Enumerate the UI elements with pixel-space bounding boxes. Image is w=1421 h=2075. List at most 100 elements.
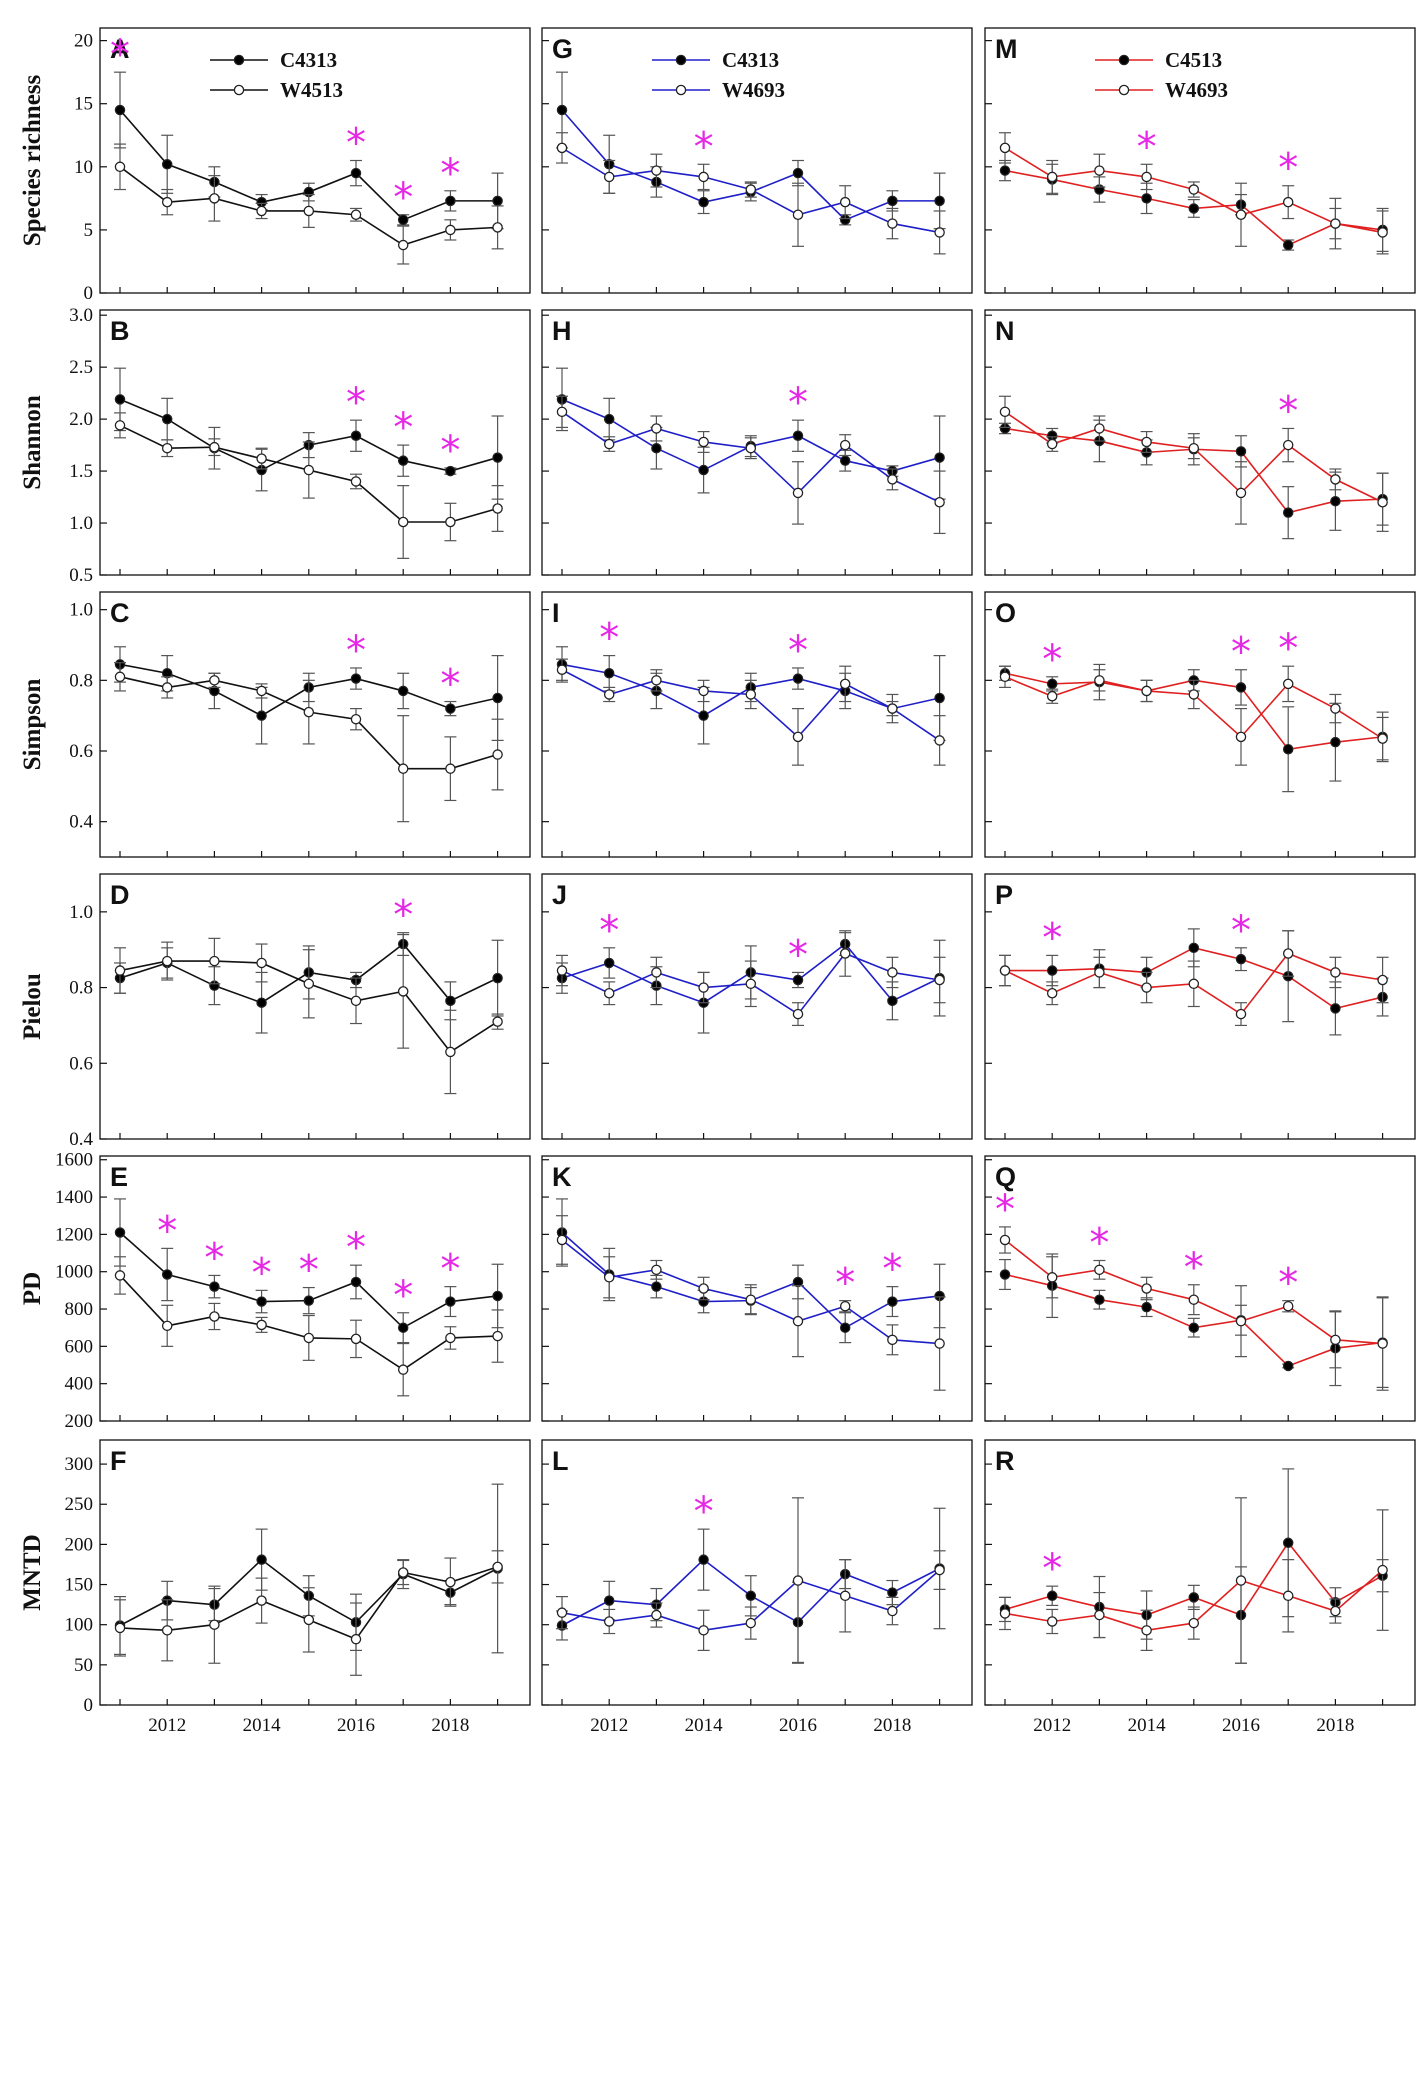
panel-frame	[99, 27, 531, 294]
data-point	[1235, 1315, 1247, 1327]
data-point	[161, 682, 173, 693]
data-point	[745, 978, 757, 990]
data-point	[651, 967, 662, 978]
data-point	[1330, 474, 1341, 485]
data-point	[651, 675, 662, 686]
data-point	[1377, 733, 1388, 744]
data-point	[350, 476, 362, 487]
legend-entry: W4693	[722, 78, 785, 102]
data-point	[1188, 942, 1200, 954]
panel-R: 2012 2014 2016 2018 R *	[984, 1439, 1416, 1736]
x-tick-label: 2018	[1316, 1715, 1354, 1736]
panel-label: G	[552, 34, 573, 64]
panel-frame	[984, 309, 1416, 576]
y-tick-label: 0.4	[69, 1129, 93, 1150]
data-point	[1141, 685, 1152, 697]
y-tick-label: 0.8	[69, 978, 93, 999]
data-point	[698, 196, 709, 208]
significance-star: *	[393, 893, 413, 939]
data-point	[603, 438, 615, 450]
x-tick-label: 2016	[337, 1715, 375, 1736]
data-point	[603, 1616, 615, 1627]
data-point	[839, 455, 851, 466]
significance-star: *	[1137, 124, 1157, 170]
panel-O: O * * *	[984, 591, 1416, 858]
significance-star: *	[346, 380, 366, 426]
data-point	[698, 1625, 709, 1636]
y-tick-label: 0.4	[69, 812, 93, 833]
data-point	[999, 1234, 1011, 1246]
panel-frame	[541, 309, 973, 576]
data-point	[114, 104, 126, 116]
data-point	[1282, 1590, 1294, 1602]
series-W4513	[114, 1550, 504, 1676]
data-point	[651, 442, 662, 454]
data-point	[161, 1625, 173, 1636]
data-point	[209, 675, 220, 686]
panel-label: E	[110, 1162, 128, 1192]
data-point	[161, 955, 173, 967]
data-point	[445, 1576, 456, 1588]
data-point	[1141, 171, 1152, 183]
data-point	[1188, 1592, 1200, 1603]
significance-star: *	[694, 124, 714, 170]
x-tick-label: 2014	[243, 1715, 282, 1736]
y-tick-label: 1.5	[69, 461, 93, 482]
data-point	[303, 1295, 315, 1306]
panel-E: 200 400 600 800 1000 1200 1400 1600 E * * * * * * *	[55, 1150, 531, 1432]
data-point	[1188, 978, 1200, 990]
data-point	[887, 195, 898, 207]
data-point	[698, 710, 709, 721]
data-point	[209, 193, 220, 204]
panel-H: H*	[541, 309, 973, 576]
data-point	[492, 749, 503, 760]
data-point	[492, 222, 503, 233]
data-point	[256, 685, 267, 697]
significance-star: *	[599, 616, 619, 662]
data-point	[350, 995, 362, 1007]
data-point	[256, 453, 267, 464]
data-point	[397, 986, 409, 997]
data-point	[999, 671, 1011, 683]
x-tick-label: 2018	[431, 1715, 469, 1736]
data-point	[1330, 1605, 1341, 1617]
significance-star: *	[694, 1489, 714, 1535]
y-tick-label: 5	[84, 220, 94, 241]
y-axis-label: Species richness	[19, 74, 46, 246]
data-point	[1235, 209, 1247, 221]
data-point	[1046, 965, 1058, 976]
panel-B: 0.5 1.0 1.5 2.0 2.5 3.0 B * * *	[69, 305, 531, 586]
panel-label: R	[995, 1446, 1015, 1476]
data-point	[256, 1554, 267, 1565]
significance-star: *	[440, 428, 460, 474]
data-point	[397, 685, 409, 697]
panel-frame	[99, 1155, 531, 1422]
y-tick-label: 150	[65, 1575, 94, 1596]
y-tick-label: 250	[65, 1494, 94, 1515]
legend-entry: W4513	[280, 78, 343, 102]
y-tick-label: 400	[65, 1374, 94, 1395]
data-point	[698, 685, 709, 697]
data-point	[1377, 1564, 1388, 1576]
significance-star: *	[440, 151, 460, 197]
data-point	[492, 452, 503, 463]
data-point	[887, 1334, 898, 1346]
panel-frame	[99, 873, 531, 1140]
data-point	[887, 1605, 898, 1617]
data-point	[492, 972, 503, 984]
significance-star: *	[788, 932, 808, 978]
legend-marker	[675, 84, 687, 96]
data-point	[698, 1283, 709, 1294]
significance-star: *	[995, 1187, 1015, 1233]
data-point	[603, 957, 615, 969]
y-tick-label: 1200	[55, 1224, 93, 1245]
data-point	[303, 1332, 315, 1344]
significance-star: *	[1042, 637, 1062, 683]
data-point	[1046, 1616, 1058, 1627]
data-point	[161, 1320, 173, 1332]
data-point	[556, 406, 568, 418]
data-point	[350, 430, 362, 441]
data-point	[1282, 507, 1294, 518]
data-point	[603, 1272, 615, 1283]
data-point	[492, 1016, 503, 1027]
